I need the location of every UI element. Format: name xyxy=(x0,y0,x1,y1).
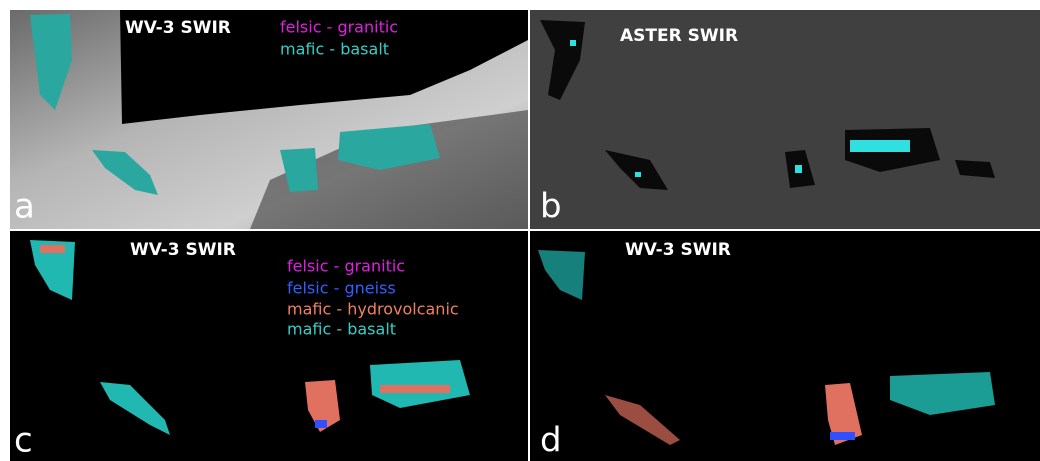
pixel xyxy=(795,165,802,173)
legend-entry: mafic - basalt xyxy=(287,320,396,339)
panel-a xyxy=(10,10,528,229)
image xyxy=(530,231,1040,461)
panel-letter: a xyxy=(14,187,35,227)
legend-entry: mafic - hydrovolcanic xyxy=(287,300,459,319)
panel-letter: d xyxy=(540,421,562,461)
panel-c xyxy=(10,231,528,461)
pixel xyxy=(570,40,576,46)
pixel xyxy=(850,140,910,152)
panel-title: WV-3 SWIR xyxy=(625,240,731,260)
panel-b xyxy=(530,10,1040,229)
panel-d xyxy=(530,231,1040,461)
outcrop xyxy=(380,385,450,393)
outcrop xyxy=(315,420,327,428)
image xyxy=(530,10,1040,229)
panel-letter: b xyxy=(540,187,562,227)
legend-entry: felsic - granitic xyxy=(287,257,405,276)
figure: WV-3 SWIR felsic - granitic mafic - basa… xyxy=(0,0,1040,461)
panel-letter: c xyxy=(14,421,33,461)
panel-title: WV-3 SWIR xyxy=(130,240,236,260)
outcrop xyxy=(830,432,855,440)
outcrop xyxy=(40,245,65,253)
legend-entry: felsic - gneiss xyxy=(287,279,396,298)
panel-title: WV-3 SWIR xyxy=(125,18,231,38)
pixel xyxy=(635,172,641,177)
panel-title: ASTER SWIR xyxy=(620,26,738,46)
image xyxy=(10,231,528,461)
legend-entry: mafic - basalt xyxy=(280,40,389,59)
legend-entry: felsic - granitic xyxy=(280,18,398,37)
